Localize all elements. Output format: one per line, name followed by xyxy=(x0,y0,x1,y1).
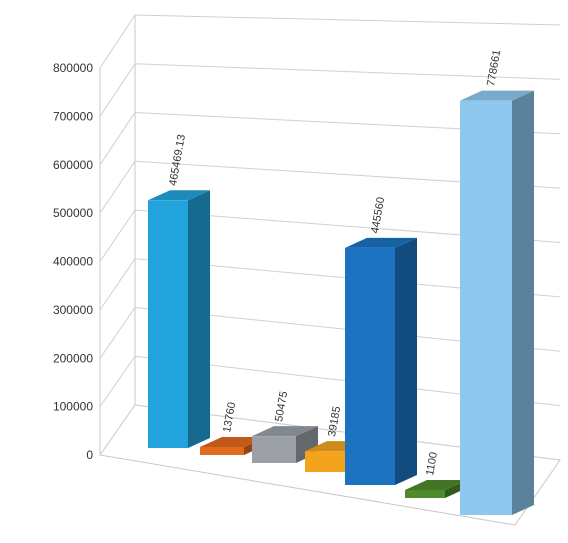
y-tick-label: 100000 xyxy=(53,400,93,414)
y-tick-label: 500000 xyxy=(53,206,93,220)
data-label: 465469.13 xyxy=(167,134,188,187)
bar xyxy=(148,200,188,448)
gridline xyxy=(99,355,561,407)
bar xyxy=(405,490,445,498)
bar-side-face xyxy=(395,237,417,485)
y-tick-label: 400000 xyxy=(53,255,93,269)
gridline xyxy=(99,306,561,359)
y-tick-label: 200000 xyxy=(53,351,93,365)
y-tick-label: 0 xyxy=(86,448,93,462)
bar-side-face xyxy=(512,90,534,515)
gridline xyxy=(99,258,561,311)
gridline xyxy=(99,209,561,262)
bar-top-face xyxy=(252,426,318,437)
bar xyxy=(460,100,512,515)
bar xyxy=(200,447,244,455)
gridline xyxy=(99,63,561,117)
bar-top-face xyxy=(460,90,534,101)
bar xyxy=(305,451,349,472)
bar-top-face xyxy=(345,237,417,248)
data-label: 39185 xyxy=(326,405,343,437)
y-tick-label: 700000 xyxy=(53,109,93,123)
bar-side-face xyxy=(188,190,210,448)
bar-top-face xyxy=(148,190,210,201)
y-tick-label: 300000 xyxy=(53,303,93,317)
gridline xyxy=(99,14,561,69)
data-label: 1100 xyxy=(424,451,440,476)
bar xyxy=(252,436,296,463)
y-tick-label: 800000 xyxy=(53,61,93,75)
data-label: 778661 xyxy=(485,49,503,87)
gridline xyxy=(99,160,561,214)
bar xyxy=(345,247,395,485)
y-tick-label: 600000 xyxy=(53,158,93,172)
bar-top-face xyxy=(200,437,266,447)
gridline xyxy=(99,404,561,461)
data-label: 50475 xyxy=(273,390,290,422)
bar-top-face xyxy=(405,480,467,490)
data-label: 13760 xyxy=(221,401,238,433)
gridline xyxy=(99,111,561,166)
